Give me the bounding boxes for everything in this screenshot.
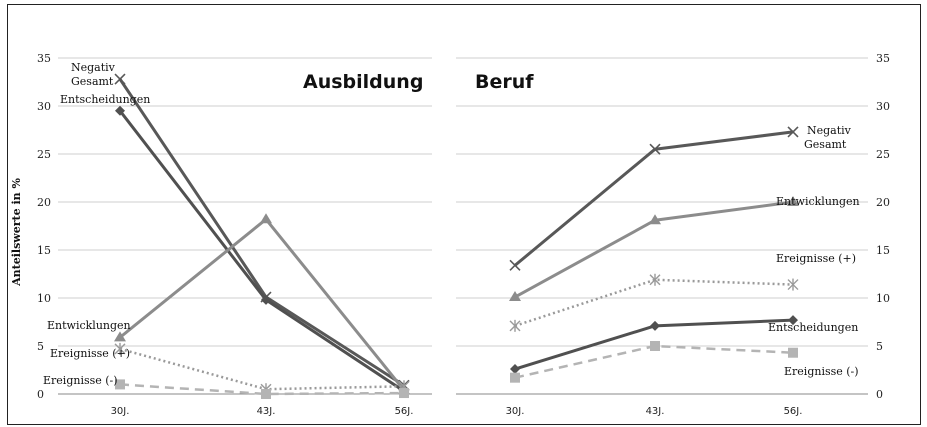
panel-title-ausbildung: Ausbildung <box>303 71 423 93</box>
label-gesamt: Gesamt <box>71 75 114 88</box>
x-tick-label: 43J. <box>646 406 665 417</box>
data-point-triangle <box>114 331 126 342</box>
y-tick-right: 10 <box>876 292 890 305</box>
data-point-square <box>650 341 660 351</box>
data-point-triangle <box>787 196 799 206</box>
y-tick-left: 5 <box>37 340 44 353</box>
y-tick-right: 35 <box>876 52 890 65</box>
data-point-x <box>114 73 126 85</box>
y-tick-right: 15 <box>876 244 890 257</box>
data-point-star <box>649 273 661 286</box>
grid-layer <box>58 57 868 395</box>
series-line <box>119 347 405 391</box>
data-point-diamond <box>261 294 271 305</box>
data-point-square <box>399 388 409 399</box>
label-negativ: Negativ <box>807 124 852 137</box>
y-tick-left: 10 <box>37 292 51 305</box>
label-entwicklungen: Entwicklungen <box>776 195 860 208</box>
data-point-star <box>787 278 799 291</box>
label-ereignisse-minus: Ereignisse (-) <box>43 374 118 387</box>
data-point-triangle <box>509 291 521 302</box>
data-point-diamond <box>788 315 798 326</box>
series-line <box>118 109 405 393</box>
label-ereignisse-plus: Ereignisse (+) <box>776 252 856 265</box>
data-point-square <box>261 389 271 399</box>
data-point-diamond <box>650 320 660 331</box>
axis-layer: 0 5 10 15 20 25 30 35 30J. 43J. 56J. 0 5 10 15 20 25 30 35… <box>37 52 890 417</box>
label-entwicklungen: Entwicklungen <box>47 319 131 332</box>
y-axis-label: Anteilswerte in % <box>10 178 23 287</box>
panel-title-beruf: Beruf <box>475 71 534 93</box>
label-entscheidungen: Entscheidungen <box>768 321 858 334</box>
data-point-x <box>649 143 661 155</box>
y-tick-right: 5 <box>876 340 883 353</box>
y-tick-left: 25 <box>37 148 51 161</box>
y-tick-left: 15 <box>37 244 51 257</box>
data-point-diamond <box>510 364 520 375</box>
chart-frame <box>7 4 921 425</box>
y-tick-right: 25 <box>876 148 890 161</box>
x-tick-label: 43J. <box>257 406 276 417</box>
x-tick-label: 30J. <box>111 406 130 417</box>
data-point-square <box>788 347 798 358</box>
data-point-diamond <box>115 105 125 116</box>
label-ereignisse-minus: Ereignisse (-) <box>784 365 859 378</box>
y-tick-left: 30 <box>37 100 51 113</box>
y-tick-left: 0 <box>37 388 44 401</box>
label-entscheidungen: Entscheidungen <box>60 93 150 106</box>
x-tick-label: 30J. <box>506 406 525 417</box>
x-tick-label: 56J. <box>395 406 414 417</box>
x-tick-label: 56J. <box>784 406 803 417</box>
series-layer <box>114 73 799 399</box>
data-point-star <box>114 342 126 355</box>
data-point-square <box>115 379 125 390</box>
y-tick-left: 35 <box>37 52 51 65</box>
data-point-square <box>510 372 520 383</box>
data-point-triangle <box>649 214 661 225</box>
series-line <box>514 130 794 267</box>
y-tick-right: 0 <box>876 388 883 401</box>
data-point-triangle <box>260 213 272 224</box>
y-tick-right: 20 <box>876 196 890 209</box>
label-negativ: Negativ <box>71 61 116 74</box>
label-ereignisse-plus: Ereignisse (+) <box>50 347 130 360</box>
y-tick-right: 30 <box>876 100 890 113</box>
series-line <box>514 278 794 328</box>
data-point-x <box>787 126 799 138</box>
y-tick-left: 20 <box>37 196 51 209</box>
data-point-star <box>509 319 521 332</box>
series-line <box>119 383 405 396</box>
data-point-x <box>509 259 521 271</box>
label-gesamt: Gesamt <box>804 138 847 151</box>
